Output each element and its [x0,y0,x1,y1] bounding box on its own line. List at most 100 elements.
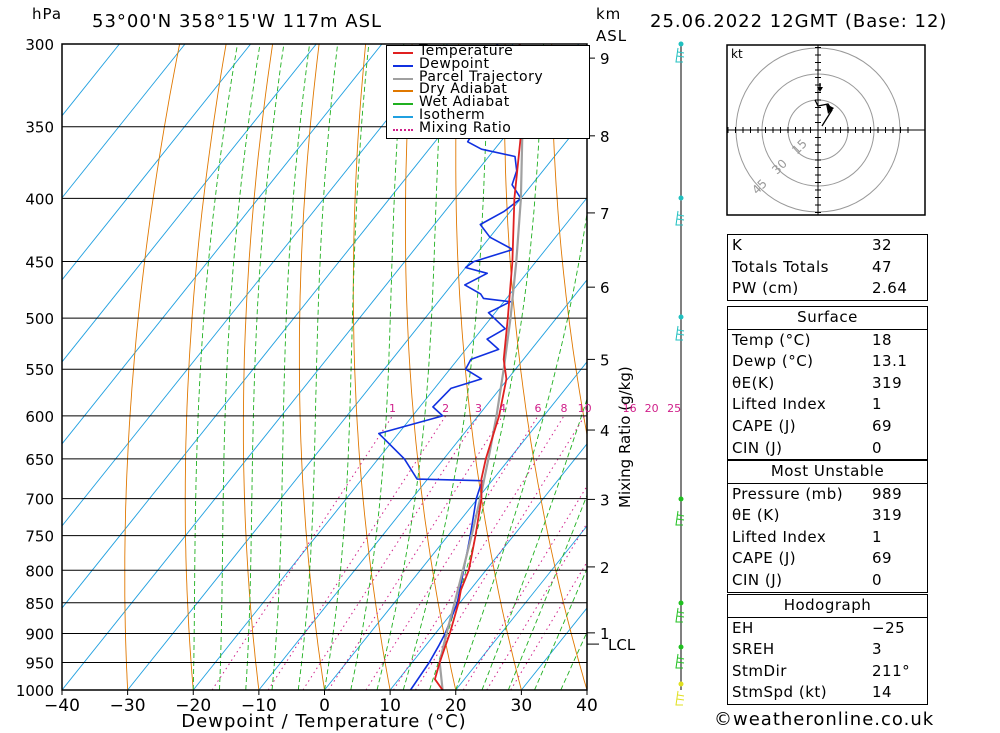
mixing-ratio-value-label: 6 [534,402,541,415]
wet-adiabat-line [297,44,339,690]
legend-label: Mixing Ratio [419,119,512,136]
asl-unit-label: ASL [596,27,628,45]
legend-label: Dewpoint [419,55,490,72]
legend-label: Isotherm [419,107,486,123]
surface-title: Surface [728,307,927,330]
km-tick-label: 9 [600,50,610,68]
index-row: PW (cm) 2.64 [728,278,927,300]
x-tick-label: 0 [319,696,330,716]
x-tick-label: 30 [511,696,533,716]
legend-swatch [393,52,413,54]
mixing-ratio-value-label: 20 [645,402,659,415]
isotherm-line [62,44,252,281]
legend-entry: Parcel Trajectory [391,69,586,85]
index-row: EH −25 [728,618,927,640]
index-row: Totals Totals 47 [728,257,927,279]
isotherm-line [127,115,587,690]
isotherm-line [324,361,587,690]
hodograph-unit: kt [731,47,743,61]
index-label: StmDir [732,661,787,680]
temperature-line [434,44,526,690]
basic-indices-box: K 32 Totals Totals 47 PW (cm) 2.64 [727,234,928,301]
index-value: 319 [872,373,903,392]
storm-motion-icon [826,104,834,114]
index-value: 0 [872,438,883,457]
most-unstable-title: Most Unstable [728,461,927,484]
pressure-tick-label: 350 [25,119,54,137]
index-value: 18 [872,330,893,349]
index-value: 1 [872,527,883,546]
x-tick-label: −20 [175,696,211,716]
index-row: θE(K) 319 [728,373,927,395]
legend: Temperature Dewpoint Parcel Trajectory Dry … [386,43,590,139]
km-tick-label: 7 [600,205,610,223]
index-row: θE (K) 319 [728,505,927,527]
legend-label: Temperature [419,43,514,59]
index-value: 3 [872,640,883,659]
parcel-trajectory-line [438,44,524,690]
height-axis: 1 2 3 4 5 6 7 8 9 LCL Mixing Ratio (g/kg) [587,50,636,654]
index-label: Temp (°C) [732,330,811,349]
mixing-ratio-value-label: 25 [667,402,681,415]
most-unstable-box: Most Unstable Pressure (mb) 989 θE (K) 319 L… [727,460,928,593]
legend-entry: Temperature [391,43,586,59]
dewpoint-line [378,44,522,690]
credit-link[interactable]: ©weatheronline.co.uk [714,709,935,730]
index-row: StmSpd (kt) 14 [728,682,927,704]
legend-swatch [393,90,413,93]
location-title: 53°00'N 358°15'W 117m ASL [92,11,383,32]
wet-adiabat-line [219,44,261,690]
pressure-tick-label: 600 [25,408,54,426]
index-label: StmSpd (kt) [732,683,828,702]
wet-adiabat-line [534,567,587,690]
index-label: Pressure (mb) [732,484,844,503]
index-value: −25 [872,618,906,637]
km-tick-label: 3 [600,491,610,509]
pressure-tick-label: 1000 [16,682,54,700]
pressure-tick-label: 750 [25,528,54,546]
mixing-ratio-value-label: 2 [442,402,449,415]
km-tick-label: 2 [600,559,610,577]
legend-swatch [393,77,413,80]
legend-label: Wet Adiabat [419,94,510,111]
legend-entry: Dewpoint [391,55,586,72]
legend-entry: Mixing Ratio [391,119,586,136]
hodograph-title: Hodograph [728,595,927,618]
wet-adiabat-line [192,44,238,690]
index-row: Lifted Index 1 [728,527,927,549]
index-value: 2.64 [872,279,908,298]
index-label: K [732,236,743,254]
mixing-ratio-line [462,485,587,690]
index-label: SREH [732,640,775,659]
index-label: CAPE (J) [732,416,797,435]
index-row: K 32 [728,235,927,257]
x-tick-label: −40 [44,696,80,716]
isotherm-line [258,279,587,690]
index-label: θE(K) [732,373,775,392]
legend-swatch [393,128,413,131]
x-tick-label: −10 [241,696,277,716]
surface-indices-box: Surface Temp (°C) 18 Dewp (°C) 13.1 θE(K) 319… [727,306,928,461]
index-value: 69 [872,549,893,568]
index-row: CIN (J) 0 [728,438,927,460]
index-label: Totals Totals [732,257,829,276]
index-value: 211° [872,661,911,680]
km-tick-label: 4 [600,422,610,440]
datetime-title: 25.06.2022 12GMT (Base: 12) [650,11,948,32]
km-tick-label: 1 [600,625,610,643]
pressure-tick-label: 550 [25,361,54,379]
pressure-tick-label: 850 [25,595,54,613]
pressure-tick-label: 650 [25,451,54,469]
index-value: 989 [872,484,903,503]
index-value: 13.1 [872,352,908,371]
mixing-ratio-line [414,415,586,690]
hodograph-indices-box: Hodograph EH −25 SREH 3 StmDir 211° StmSpd (kt… [727,594,928,705]
x-axis-title: Dewpoint / Temperature (°C) [181,711,466,732]
km-tick-label: 6 [600,279,610,297]
index-row: CAPE (J) 69 [728,548,927,570]
legend-entry: Dry Adiabat [391,81,586,97]
mixing-ratio-line [302,415,479,690]
index-label: θE (K) [732,506,780,525]
